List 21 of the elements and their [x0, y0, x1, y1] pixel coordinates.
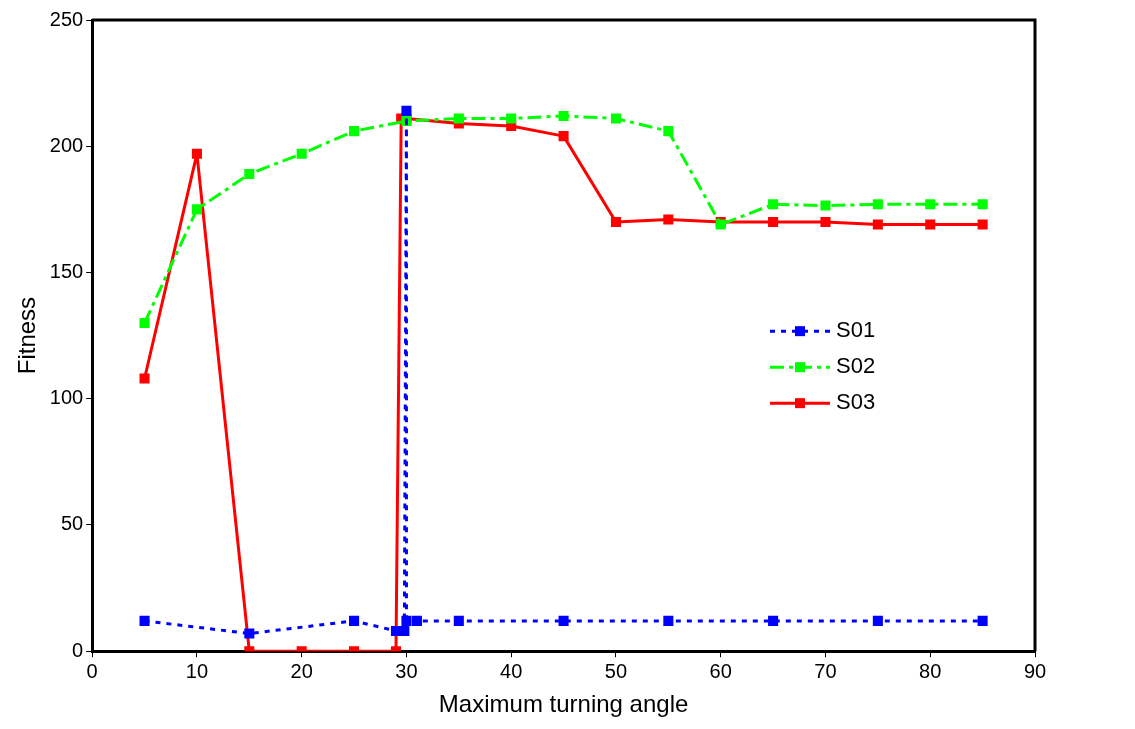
x-tick-label: 20 [290, 659, 313, 682]
x-tick-label: 30 [395, 659, 418, 682]
x-tick-label: 40 [500, 659, 523, 682]
y-axis-title: Fitness [13, 296, 41, 375]
x-tick-label: 60 [709, 659, 732, 682]
legend-label: S03 [836, 389, 876, 415]
y-tick-label: 50 [60, 512, 84, 535]
x-tick-label: 0 [86, 659, 98, 682]
legend-label: S02 [836, 353, 876, 379]
y-tick-label: 100 [49, 386, 84, 409]
y-tick-label: 250 [49, 7, 84, 30]
x-axis-title: Maximum turning angle [438, 690, 689, 718]
x-tick-label: 50 [604, 659, 628, 682]
x-tick-label: 90 [1023, 659, 1047, 682]
x-tick-label: 80 [919, 659, 942, 682]
x-tick-label: 70 [814, 659, 837, 682]
legend-label: S01 [836, 317, 876, 343]
y-tick-label: 0 [72, 638, 84, 661]
y-tick-label: 200 [49, 133, 84, 156]
y-tick-label: 150 [49, 260, 84, 282]
x-tick-label: 10 [185, 659, 209, 682]
